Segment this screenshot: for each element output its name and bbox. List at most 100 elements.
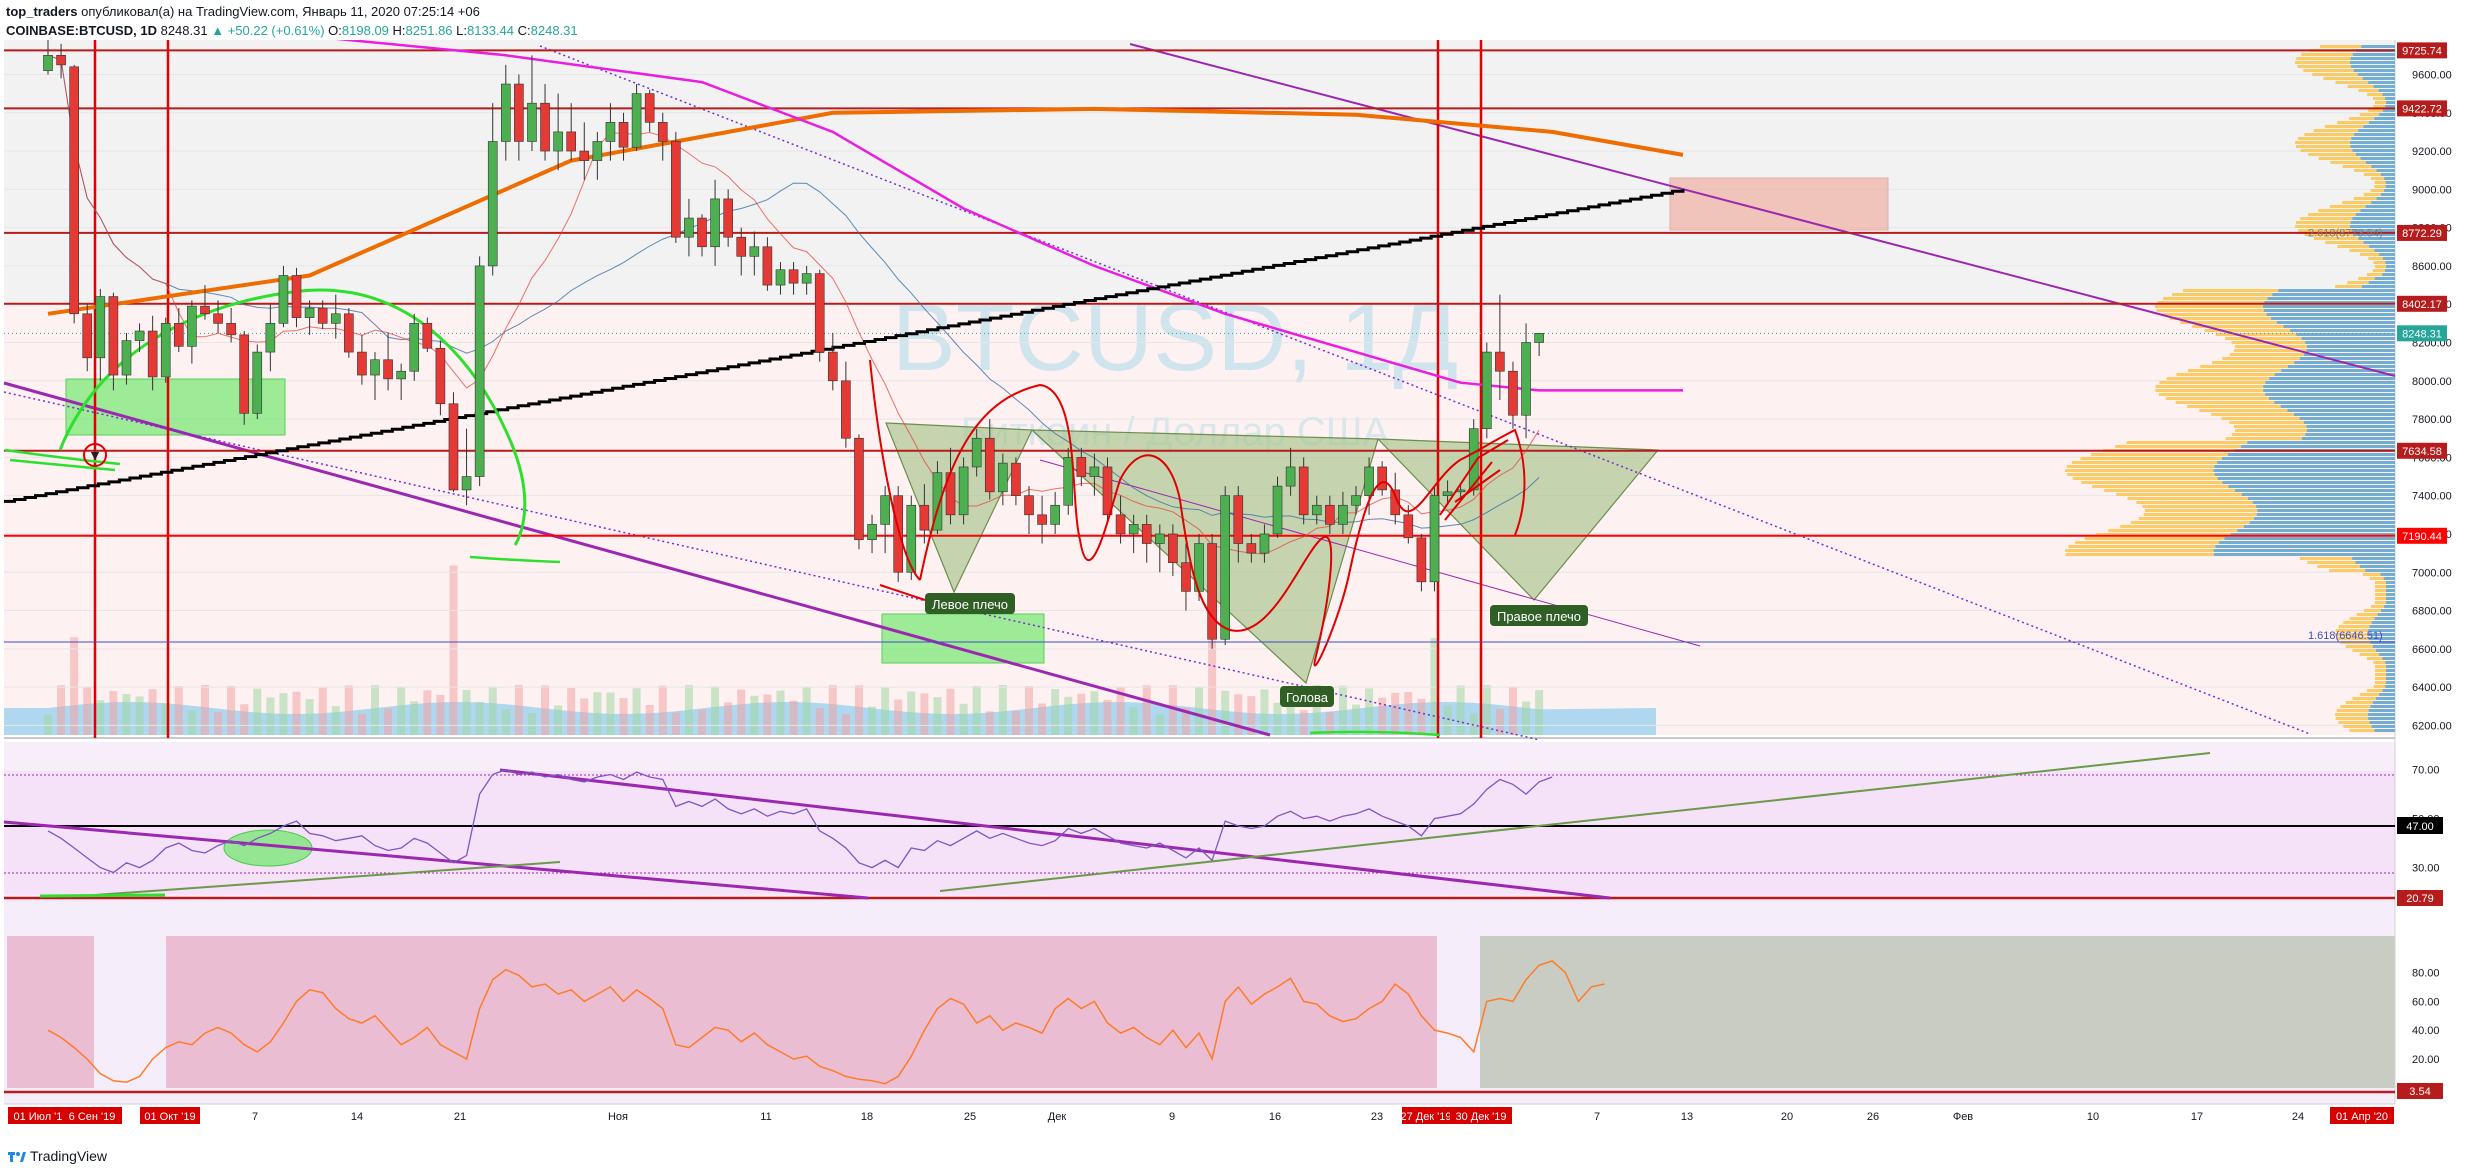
red-freehand-drawing[interactable] [869,359,1526,667]
candlesticks[interactable] [43,40,1544,649]
time-label: 10 [2087,1111,2099,1123]
volume-profile-bar-inner [2355,153,2395,156]
publish-info: top_traders опубликовал(а) на TradingVie… [6,4,480,19]
volume-profile-bar-inner [2384,189,2395,192]
candle-body [448,403,459,491]
candle-body [43,55,53,71]
volume-profile-bar-inner [2241,445,2395,448]
candle-body [566,131,577,152]
volume-profile-bar-inner [2350,61,2395,64]
rsi-line[interactable] [47,768,1553,874]
stoch-line[interactable] [47,960,1605,1085]
volume-bar [279,693,288,735]
time-axis[interactable] [0,1104,2468,1126]
price-tick-label: 7000.00 [2412,567,2452,579]
label-left-shoulder: Левое плечо [932,597,1008,612]
candle-body [605,122,616,142]
pattern-labels[interactable]: Левое плечо Голова Правое плечо [925,593,1588,707]
volume-profile-bar-inner [2265,381,2395,384]
candle-body [553,131,563,152]
volume-profile-bar-inner [2241,493,2395,496]
volume-profile-bar-inner [2371,201,2395,204]
stoch-pane-background [4,902,2395,1124]
volume-profile-bar-inner [2354,133,2395,136]
green-arc-drawing[interactable] [58,288,527,546]
rsi-trendlines[interactable] [3,752,2211,900]
candle-body [958,466,969,516]
volume-profile-bar [2323,77,2395,80]
volume-profile-bar-inner [2237,529,2395,532]
volume-bar [1208,640,1217,735]
price-change: ▲ +50.22 (+0.61%) [211,23,325,38]
volume-bar [57,685,66,735]
volume-profile-bar-inner [2217,477,2395,480]
candle-body [1442,491,1453,496]
volume-profile-bar [2349,249,2395,252]
volume-bar [1365,688,1374,735]
price-scale[interactable] [2396,40,2468,1124]
volume-profile-bar-inner [2305,433,2395,436]
symbol-watermark: BTCUSD, 1Д [892,284,1458,391]
volume-profile-bar-inner [2266,313,2395,316]
volume-bar [1038,703,1047,735]
volume-profile-bar [2335,81,2395,84]
volume-bar [881,687,890,735]
author-name[interactable]: top_traders [6,4,78,19]
candle-body [226,323,236,336]
time-tag-bg [1402,1107,1450,1124]
candle-body [1298,466,1309,516]
stoch-zone-1 [7,936,94,1088]
volume-profile-bar-inner [2351,65,2395,68]
volume-profile-bar-inner [2385,685,2395,688]
candle-body [1325,504,1335,525]
price-level-tag: 9422.72 [2402,103,2442,115]
ma-orange[interactable] [47,106,1684,316]
volume-bar [1456,685,1465,735]
volume-bar [998,685,1007,735]
ma-red[interactable] [47,54,1540,555]
volume-profile-bar-inner [2353,69,2395,72]
volume-bar [109,691,118,735]
volume-bar [488,686,497,735]
candle-body [370,359,380,376]
rsi-pane-background [4,742,2395,908]
volume-profile-bar [2374,185,2395,188]
volume-bar [789,700,798,735]
chart-header: top_traders опубликовал(а) на TradingVie… [6,4,2466,44]
volume-profile-bar-inner [2263,305,2395,308]
volume-bar [1195,687,1204,735]
price-tick-label: 6400.00 [2412,682,2452,694]
volume-profile-bar-inner [2385,181,2395,184]
ma-black-stepline[interactable] [3,189,1685,503]
candle-body [69,66,79,315]
volume-profile-bar-inner [2271,317,2395,320]
horizontal-levels[interactable] [4,49,2395,537]
green-scribbles[interactable] [4,448,1441,737]
volume-bar [1011,710,1020,735]
red-freehand-lines[interactable] [1439,439,1509,521]
symbol-name[interactable]: COINBASE:BTCUSD, 1D [6,23,157,38]
footer-brand[interactable]: TradingView [30,1148,108,1164]
time-label: 11 [760,1111,771,1123]
volume-profile-bar-inner [2293,413,2395,416]
time-axis-highlighted-labels: 01 Июл '19 6 Сен '19 01 Окт '19 27 Дек '19 3… [8,1107,2394,1124]
volume-profile-bar [2354,169,2395,172]
resistance-zone[interactable] [1669,177,1889,231]
support-zone-2[interactable] [881,613,1045,664]
chart-canvas[interactable]: BTCUSD, 1Д Биткоин / Доллар США [0,40,2468,1145]
low-label: L: [456,23,467,38]
volume-profile-bar [2367,93,2395,96]
volume-bar [292,691,301,735]
volume-profile-bar-inner [2386,681,2395,684]
trendlines[interactable] [3,43,2396,741]
candle-body [396,370,406,380]
volume-profile-bar-inner [2306,349,2395,352]
marker-circle[interactable] [83,443,107,467]
volume-profile-bar-inner [2374,249,2395,252]
candle-body [1482,351,1492,429]
volume-profile-bar-inner [2365,569,2395,572]
volume-profile-bar [2324,125,2395,128]
price-level-tag: 9725.74 [2402,45,2442,57]
volume-profile-bar [2360,253,2395,256]
volume-profile-bar-inner [2360,209,2395,212]
